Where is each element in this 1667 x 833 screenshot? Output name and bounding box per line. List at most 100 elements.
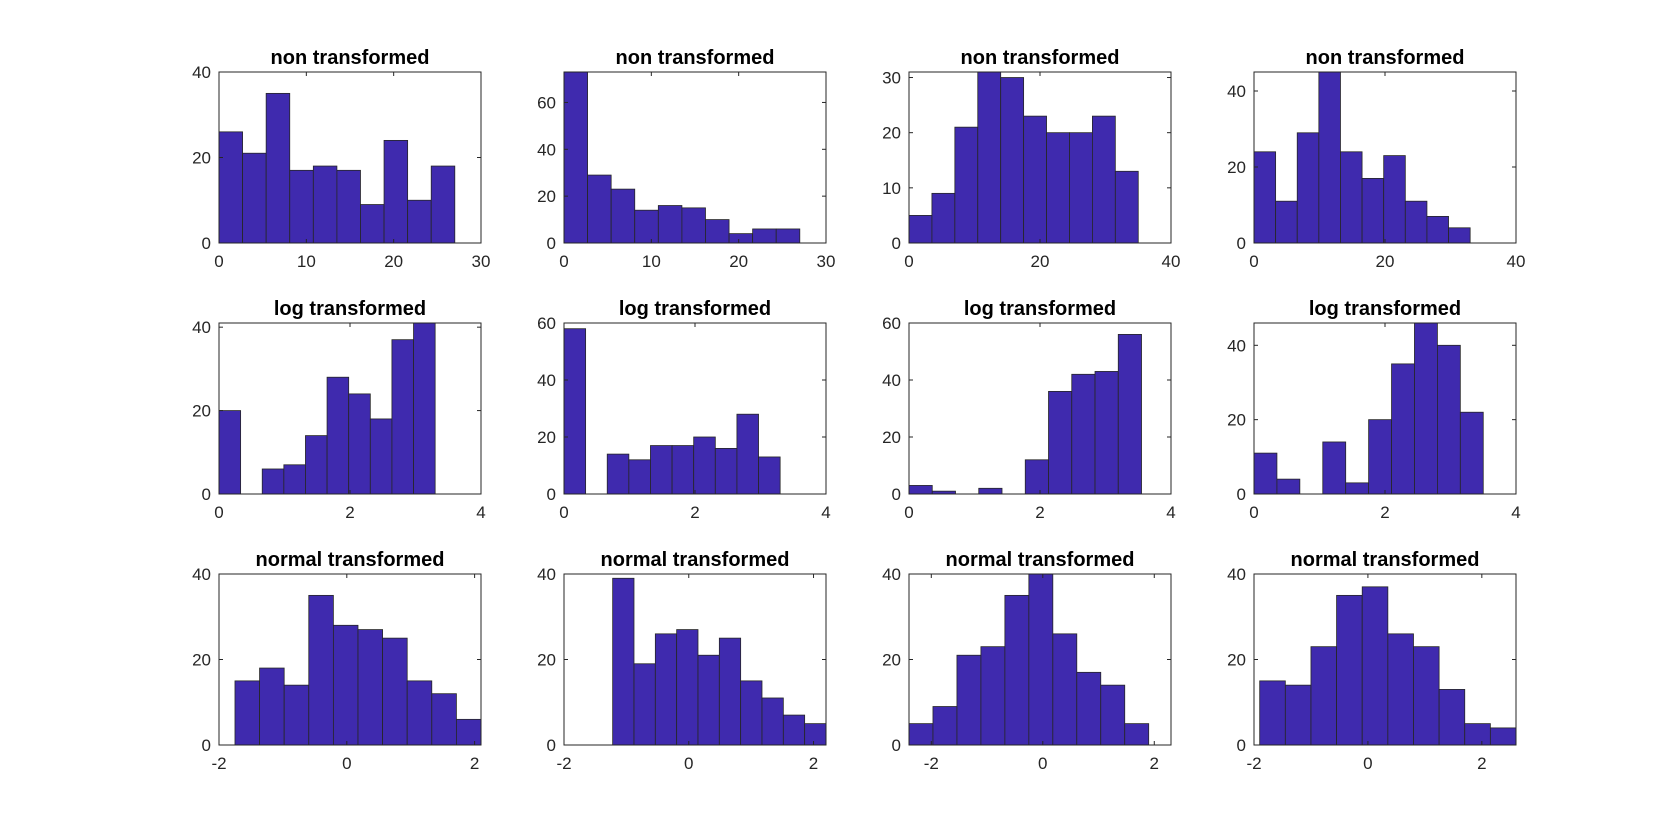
x-tick-label: 2: [345, 503, 354, 522]
histogram-bar: [693, 436, 716, 495]
histogram-bar: [610, 188, 636, 244]
histogram-bar: [336, 169, 361, 244]
histogram-bar: [218, 410, 242, 495]
x-tick-label: 0: [559, 252, 568, 271]
histogram-bar: [1489, 727, 1517, 746]
histogram-bar: [908, 485, 933, 495]
y-tick-label: 60: [882, 314, 901, 333]
x-tick-label: 2: [470, 754, 479, 773]
histogram-bar: [326, 376, 350, 495]
x-tick-label: 30: [472, 252, 491, 271]
histogram-bar: [332, 624, 359, 746]
histogram-bar: [234, 680, 260, 746]
histogram-bar: [1414, 322, 1438, 495]
histogram-bar: [1336, 594, 1363, 746]
subplot-title: normal transformed: [946, 549, 1135, 571]
subplot-title: log transformed: [964, 298, 1116, 320]
x-tick-label: 20: [384, 252, 403, 271]
histogram-bar: [1296, 132, 1320, 244]
histogram-bar: [407, 199, 432, 244]
histogram-bar: [775, 228, 801, 244]
y-tick-label: 0: [547, 485, 556, 504]
y-tick-label: 0: [892, 485, 901, 504]
y-tick-label: 20: [1227, 158, 1246, 177]
subplot-title: non transformed: [1306, 47, 1465, 69]
histogram-bar: [1253, 452, 1278, 495]
subplot-2: 0 10 20 30 0 20 40 60 non transformed: [537, 47, 835, 271]
histogram-bar: [728, 233, 754, 244]
y-tick-label: 0: [1237, 234, 1246, 253]
subplot-title: normal transformed: [256, 549, 445, 571]
histogram-bar: [242, 152, 267, 244]
histogram-bar: [705, 219, 730, 244]
x-tick-label: 20: [1031, 252, 1050, 271]
histogram-bar: [1345, 482, 1370, 495]
x-tick-label: 2: [690, 503, 699, 522]
histogram-bar: [430, 165, 456, 244]
histogram-bar: [657, 205, 683, 244]
y-tick-label: 20: [537, 428, 556, 447]
y-tick-label: 40: [1227, 565, 1246, 584]
histogram-bar: [908, 215, 933, 244]
histogram-bar: [1413, 646, 1440, 746]
histogram-bar: [563, 328, 587, 495]
histogram-bar: [305, 435, 328, 495]
histogram-bar: [1023, 115, 1047, 244]
histogram-bar: [283, 464, 306, 495]
y-tick-label: 20: [192, 651, 211, 670]
y-tick-label: 40: [537, 565, 556, 584]
histogram-bar: [932, 706, 958, 746]
histogram-bar: [1368, 419, 1392, 495]
histogram-bar: [1028, 573, 1054, 746]
histogram-bar: [1048, 390, 1073, 495]
histogram-bar: [312, 165, 338, 244]
histogram-bar: [931, 192, 956, 244]
histogram-bar: [1000, 77, 1025, 244]
histogram-bar: [740, 680, 763, 746]
histogram-bar: [1318, 71, 1341, 244]
histogram-bar: [1094, 371, 1119, 495]
histogram-bar: [1284, 684, 1312, 746]
histogram-bar: [980, 646, 1006, 746]
histogram-bar: [714, 447, 738, 495]
histogram-bar: [1046, 132, 1070, 244]
histogram-bar: [1259, 680, 1286, 746]
x-tick-label: -2: [211, 754, 226, 773]
y-tick-label: 40: [1227, 82, 1246, 101]
y-tick-label: 20: [192, 149, 211, 168]
histogram-bar: [283, 684, 310, 746]
histogram-bar: [1464, 723, 1491, 746]
histogram-bar: [628, 459, 651, 495]
histogram-bar: [261, 468, 285, 495]
histogram-bar: [612, 577, 635, 746]
y-tick-label: 0: [547, 234, 556, 253]
y-tick-label: 40: [882, 371, 901, 390]
x-tick-label: 10: [297, 252, 316, 271]
histogram-bar: [1459, 411, 1484, 495]
histogram-bar: [1387, 633, 1414, 746]
x-tick-label: 10: [642, 252, 661, 271]
histogram-bar: [1092, 115, 1116, 244]
histogram-bar: [391, 339, 414, 495]
histogram-bar: [1275, 200, 1298, 244]
subplot-1: 0 10 20 30 0 20 40 non transformed: [192, 47, 490, 271]
x-tick-label: 0: [214, 503, 223, 522]
histogram-bar: [676, 629, 699, 746]
y-tick-label: 20: [537, 651, 556, 670]
histogram-bar: [718, 637, 742, 746]
subplot-title: normal transformed: [601, 549, 790, 571]
histogram-bar: [606, 453, 630, 495]
histogram-bar: [1076, 671, 1102, 746]
y-tick-label: 20: [882, 124, 901, 143]
y-tick-label: 40: [882, 565, 901, 584]
x-tick-label: 2: [1380, 503, 1389, 522]
y-tick-label: 20: [537, 187, 556, 206]
x-tick-label: 0: [904, 503, 913, 522]
histogram-bar: [259, 667, 285, 746]
x-tick-label: 4: [1166, 503, 1175, 522]
y-tick-label: 40: [537, 371, 556, 390]
